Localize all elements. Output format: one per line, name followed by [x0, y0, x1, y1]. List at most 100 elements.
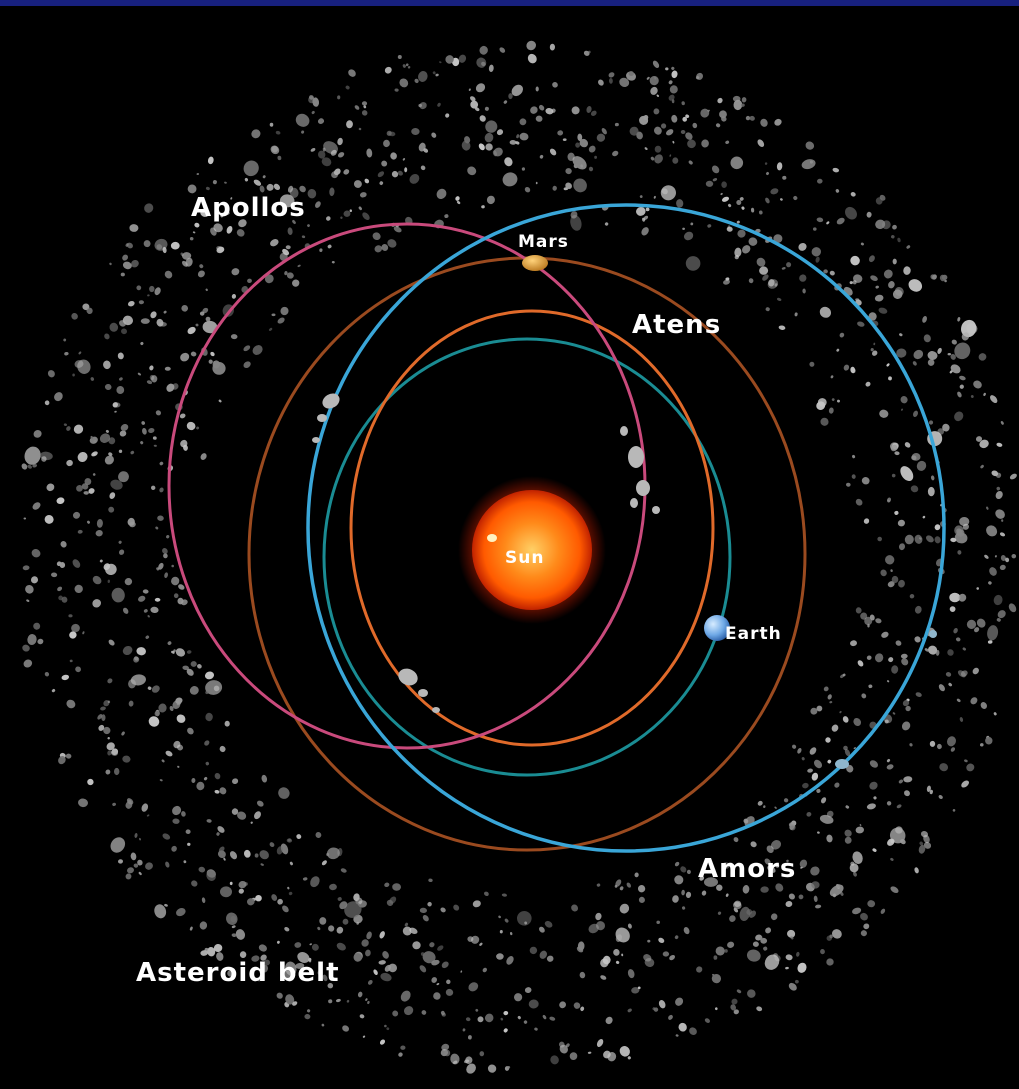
asteroid [516, 910, 532, 926]
asteroid [787, 929, 796, 938]
asteroid [419, 102, 427, 110]
asteroid [927, 351, 938, 360]
asteroid [83, 491, 89, 495]
asteroid [788, 893, 795, 900]
asteroid [205, 761, 210, 766]
asteroid [887, 581, 895, 588]
asteroid [467, 166, 477, 176]
asteroid [357, 991, 363, 998]
asteroid [913, 410, 918, 417]
asteroid [453, 904, 460, 911]
asteroid [660, 123, 667, 129]
asteroid [783, 798, 789, 803]
asteroid [226, 225, 233, 234]
asteroid [129, 224, 139, 232]
asteroid [367, 1000, 370, 1005]
asteroid [340, 216, 343, 219]
asteroid [817, 831, 820, 834]
asteroid [402, 158, 406, 161]
asteroid [277, 317, 285, 324]
asteroid [388, 131, 396, 137]
asteroid [359, 192, 367, 198]
asteroid [122, 755, 131, 763]
asteroid [760, 937, 768, 944]
asteroid [431, 132, 437, 138]
asteroid [805, 141, 815, 150]
asteroid [96, 519, 103, 528]
asteroid [733, 99, 743, 111]
asteroid [292, 1001, 298, 1006]
asteroid [530, 106, 538, 114]
asteroid [136, 647, 146, 656]
asteroid [112, 402, 118, 408]
asteroid [731, 998, 738, 1005]
asteroid [104, 333, 110, 340]
asteroid [672, 895, 679, 903]
asteroid [627, 1008, 632, 1013]
asteroid [821, 797, 827, 804]
asteroid [810, 866, 820, 876]
asteroid [204, 671, 215, 680]
asteroid [714, 1007, 718, 1011]
asteroid [362, 212, 370, 221]
asteroid [759, 936, 763, 939]
asteroid [797, 962, 807, 973]
asteroid [32, 502, 41, 510]
asteroid [361, 939, 369, 947]
asteroid [92, 473, 96, 476]
asteroid [171, 564, 174, 568]
asteroid [321, 157, 332, 167]
asteroid [276, 992, 283, 999]
asteroid [539, 950, 548, 959]
asteroid [944, 279, 947, 283]
asteroid [394, 88, 399, 92]
asteroid [69, 631, 77, 639]
asteroid [852, 851, 863, 864]
asteroid [596, 883, 601, 887]
asteroid [813, 227, 817, 231]
asteroid [468, 88, 471, 91]
asteroid [243, 160, 259, 177]
asteroid [742, 245, 751, 254]
asteroid [87, 520, 90, 524]
asteroid [393, 226, 402, 233]
asteroid [437, 945, 444, 951]
asteroid [288, 891, 293, 896]
asteroid [219, 787, 227, 795]
asteroid [380, 972, 392, 982]
asteroid [384, 882, 390, 888]
asteroid [865, 381, 871, 387]
asteroid [644, 958, 655, 967]
asteroid [819, 814, 834, 824]
asteroid [292, 279, 300, 287]
asteroid [892, 289, 903, 299]
label-apollos: Apollos [191, 193, 306, 223]
asteroid [786, 262, 792, 268]
asteroid [142, 589, 149, 594]
asteroid [900, 838, 906, 845]
asteroid [74, 360, 84, 368]
asteroid [261, 964, 269, 973]
asteroid [327, 982, 334, 989]
asteroid [886, 363, 890, 367]
asteroid [713, 955, 718, 960]
asteroid [826, 834, 833, 843]
asteroid [733, 1009, 739, 1015]
asteroid [908, 279, 923, 292]
asteroid [381, 244, 389, 251]
asteroid [765, 927, 772, 934]
asteroid [836, 348, 840, 352]
asteroid [600, 975, 607, 980]
asteroid [719, 110, 727, 119]
asteroid [445, 113, 450, 118]
asteroid [927, 645, 938, 655]
asteroid [353, 893, 360, 902]
asteroid [614, 885, 618, 888]
asteroid [271, 145, 279, 153]
asteroid [119, 430, 127, 437]
asteroid [668, 1014, 673, 1020]
asteroid [959, 717, 964, 722]
asteroid [978, 353, 987, 361]
asteroid [826, 935, 833, 941]
asteroid [440, 1010, 445, 1016]
